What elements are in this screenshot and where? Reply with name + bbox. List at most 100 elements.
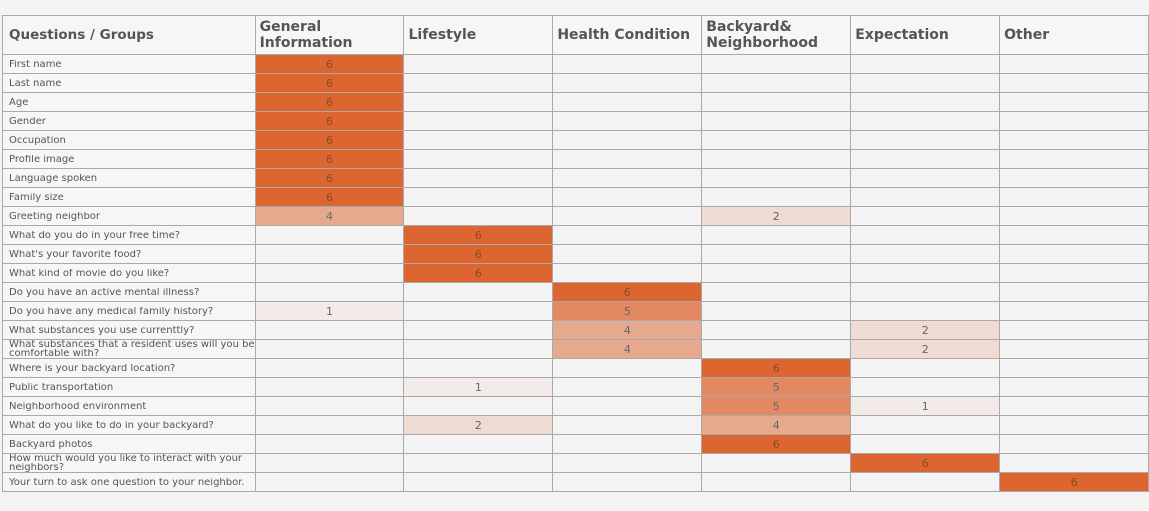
heatmap-cell [701,130,852,150]
heatmap-cell [850,415,1001,435]
heatmap-cell [552,73,703,93]
row-label: Last name [2,73,256,93]
row-label-line: First name [9,59,62,69]
heatmap-cell: 6 [403,244,554,264]
heatmap-cell [850,187,1001,207]
row-label-line: What substances that a resident uses wil… [9,340,255,350]
column-header-line: General [259,19,322,35]
heatmap-cell [403,54,554,74]
heatmap-cell [999,377,1149,397]
column-header: Other [999,15,1149,55]
row-label: Do you have an active mental illness? [2,282,256,302]
column-header-line: Backyard& [706,19,792,35]
row-label-line: Gender [9,116,46,126]
heatmap-cell: 6 [254,168,405,188]
heatmap-cell [552,453,703,473]
row-label-line: Greeting neighbor [9,211,101,221]
heatmap-cell [999,73,1149,93]
heatmap-cell [850,472,1001,492]
heatmap-cell [850,168,1001,188]
row-label-line: Backyard photos [9,439,93,449]
heatmap-cell [403,92,554,112]
heatmap-cell [701,92,852,112]
row-label-line: comfortable with? [9,349,100,358]
heatmap-cell [850,434,1001,454]
heatmap-cell [850,54,1001,74]
row-label: Age [2,92,256,112]
heatmap-cell: 4 [701,415,852,435]
row-label: Profile image [2,149,256,169]
row-label: Greeting neighbor [2,206,256,226]
row-label-line: Public transportation [9,382,114,392]
heatmap-cell [999,396,1149,416]
heatmap-cell [403,320,554,340]
row-label: How much would you like to interact with… [2,453,256,473]
row-label-line: Last name [9,78,62,88]
heatmap-cell [999,149,1149,169]
heatmap-cell: 5 [701,377,852,397]
heatmap-cell: 6 [701,434,852,454]
heatmap-cell [552,225,703,245]
heatmap-cell [850,358,1001,378]
heatmap-cell [254,377,405,397]
question-group-heatmap: Questions / Groups General Information Lif… [2,15,1149,492]
heatmap-cell [254,282,405,302]
heatmap-cell: 6 [999,472,1149,492]
table-row: Public transportation 1 5 [2,377,1149,397]
row-label-line: Family size [9,192,64,202]
heatmap-cell [552,54,703,74]
heatmap-cell [254,358,405,378]
heatmap-cell [999,434,1149,454]
heatmap-cell [999,130,1149,150]
heatmap-cell [701,453,852,473]
heatmap-cell [403,301,554,321]
heatmap-cell [999,339,1149,359]
row-label: Public transportation [2,377,256,397]
row-label: What substances you use currenttly? [2,320,256,340]
heatmap-cell [701,320,852,340]
row-label-line: What kind of movie do you like? [9,268,170,278]
heatmap-cell: 6 [850,453,1001,473]
table-row: Greeting neighbor 4 2 [2,206,1149,226]
heatmap-body: First name 6 Last name 6 Age 6 Gender 6 Occupati… [2,54,1149,492]
heatmap-cell: 2 [850,320,1001,340]
column-header: Expectation [850,15,1001,55]
row-label-line: Where is your backyard location? [9,363,176,373]
column-header-line: Health Condition [557,27,691,43]
heatmap-cell [254,225,405,245]
corner-label: Questions / Groups [2,15,256,55]
heatmap-cell [999,358,1149,378]
heatmap-cell: 6 [254,130,405,150]
heatmap-cell: 4 [552,320,703,340]
heatmap-cell [701,73,852,93]
table-row: Age 6 [2,92,1149,112]
table-row: Where is your backyard location? 6 [2,358,1149,378]
heatmap-cell: 2 [701,206,852,226]
heatmap-cell: 6 [403,263,554,283]
heatmap-cell [254,339,405,359]
heatmap-cell [403,339,554,359]
row-label-line: What do you do in your free time? [9,230,181,240]
row-label-line: Your turn to ask one question to your ne… [9,477,245,487]
heatmap-cell: 4 [552,339,703,359]
table-row: Last name 6 [2,73,1149,93]
heatmap-cell: 5 [701,396,852,416]
row-label: What do you do in your free time? [2,225,256,245]
heatmap-cell [850,244,1001,264]
heatmap-cell [403,111,554,131]
row-label: Your turn to ask one question to your ne… [2,472,256,492]
heatmap-cell: 6 [701,358,852,378]
heatmap-cell [850,282,1001,302]
table-row: Your turn to ask one question to your ne… [2,472,1149,492]
heatmap-cell [254,320,405,340]
heatmap-cell [850,225,1001,245]
heatmap-cell: 2 [403,415,554,435]
heatmap-cell: 5 [552,301,703,321]
heatmap-cell [850,377,1001,397]
table-row: What kind of movie do you like? 6 [2,263,1149,283]
heatmap-cell [403,396,554,416]
heatmap-cell [850,73,1001,93]
heatmap-cell [254,453,405,473]
heatmap-cell [552,358,703,378]
heatmap-cell [552,92,703,112]
